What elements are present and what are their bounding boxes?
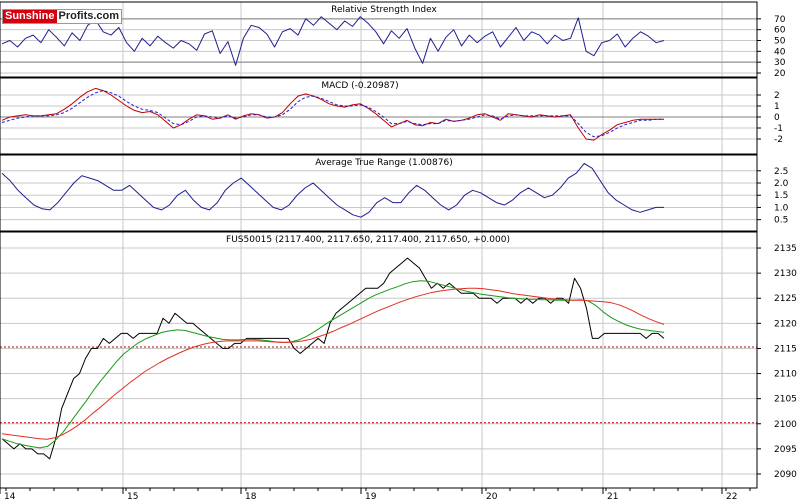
- y-tick-label: -1: [774, 124, 783, 134]
- panel-title: MACD (-0.20987): [321, 81, 398, 91]
- x-tick-label: 15: [127, 492, 138, 502]
- x-tick-label: 14: [4, 492, 16, 502]
- y-tick-label: 2095: [774, 445, 797, 455]
- y-tick-label: 1.5: [774, 191, 788, 201]
- y-tick-label: 2100: [774, 420, 797, 430]
- series-line: [1, 87, 664, 141]
- y-tick-label: 0.5: [774, 216, 788, 226]
- y-tick-label: 2.0: [774, 179, 789, 189]
- y-tick-label: 2: [774, 91, 780, 101]
- y-tick-label: 2130: [774, 269, 797, 279]
- panel-frame: [0, 1, 758, 78]
- y-tick-label: 30: [774, 58, 786, 68]
- x-tick-label: 18: [245, 492, 257, 502]
- panel-frame: [0, 77, 758, 155]
- x-tick-label: 20: [486, 492, 498, 502]
- y-tick-label: 2115: [774, 344, 797, 354]
- series-line: [1, 16, 665, 66]
- x-tick-label: 19: [365, 492, 377, 502]
- x-tick-label: 21: [607, 492, 618, 502]
- panel-frame: [0, 231, 758, 489]
- series-line: [1, 162, 664, 218]
- y-tick-label: 70: [774, 15, 786, 25]
- series-line: [1, 257, 665, 460]
- x-tick-label: 22: [726, 492, 737, 502]
- y-tick-label: 2135: [774, 244, 797, 254]
- brand-logo: Sunshine Profits.com: [2, 9, 123, 24]
- y-tick-label: 2125: [774, 294, 797, 304]
- y-tick-label: 1.0: [774, 203, 789, 213]
- y-tick-label: 1: [774, 102, 780, 112]
- panel-title: FUS50015 (2117.400, 2117.650, 2117.400, …: [226, 235, 510, 245]
- series-line: [1, 280, 665, 449]
- panel-frame: [0, 154, 758, 232]
- y-tick-label: 20: [774, 69, 786, 79]
- y-tick-label: 2.5: [774, 167, 788, 177]
- series-line: [1, 287, 665, 440]
- brand-part-2: Profits.com: [58, 10, 120, 22]
- y-tick-label: 2110: [774, 370, 797, 380]
- y-tick-label: 2090: [774, 470, 797, 480]
- y-tick-label: 0: [774, 113, 780, 123]
- y-tick-label: 2105: [774, 395, 797, 405]
- y-tick-label: 60: [774, 26, 786, 36]
- y-tick-label: 40: [774, 47, 786, 57]
- panel-title: Relative Strength Index: [331, 5, 437, 15]
- y-tick-label: 50: [774, 37, 786, 47]
- brand-part-1: Sunshine: [3, 10, 57, 23]
- y-tick-label: -2: [774, 135, 783, 145]
- panel-title: Average True Range (1.00876): [315, 158, 452, 168]
- y-tick-label: 2120: [774, 319, 797, 329]
- series-line: [1, 90, 664, 138]
